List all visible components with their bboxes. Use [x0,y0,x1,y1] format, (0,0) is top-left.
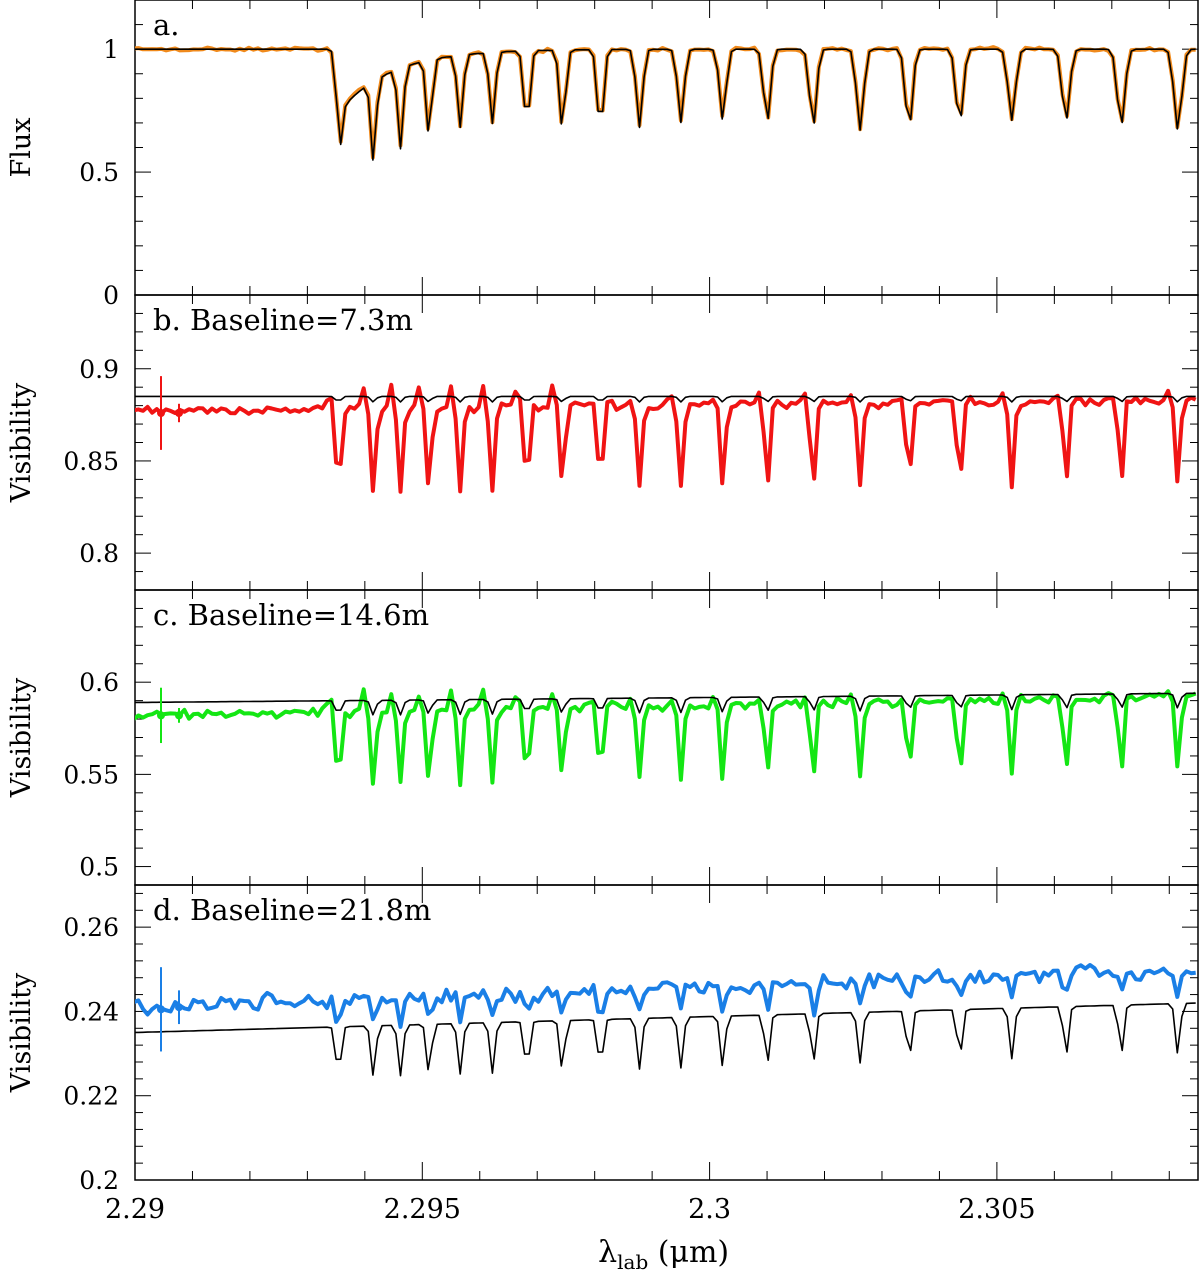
xtick-label: 2.295 [384,1194,461,1225]
xtick-label: 2.305 [958,1194,1035,1225]
panel-d-series-model [135,1002,1196,1077]
panel-a-series-observed [135,45,1196,160]
panel-b-series-observed [135,382,1197,494]
panel-a-ytick-label: 1 [103,35,119,64]
panel-c-label: c. Baseline=14.6m [153,598,429,632]
panel-b-ytick-label: 0.85 [63,447,119,476]
panel-b-series-model [135,395,1196,403]
xtick-label: 2.29 [105,1194,165,1225]
x-axis-label: λlab (μm) [598,1235,729,1274]
panel-b-ytick-label: 0.8 [79,539,119,568]
panel-a-ytick-label: 0.5 [79,158,119,187]
panel-a-frame [134,0,1199,296]
panel-d-ytick-label: 0.22 [63,1082,119,1111]
panel-c-frame [134,589,1199,886]
panel-c-ytick-label: 0.6 [79,668,119,697]
panel-c-error-point [175,711,183,720]
panel-a-label: a. [153,8,180,42]
panel-b-error-point [175,409,183,417]
panel-c-ylabel: Visibility [6,677,37,798]
panel-c-ytick-label: 0.55 [63,760,119,789]
panel-d-error-point [157,1005,165,1014]
panel-a-series-model [135,48,1196,161]
panel-b-ytick-label: 0.9 [79,355,119,384]
panel-a-ytick-label: 0 [103,281,119,310]
panel-c-ytick-label: 0.5 [79,853,119,882]
panel-b-ylabel: Visibility [6,382,37,503]
panel-d-ylabel: Visibility [6,972,37,1093]
panel-a-ylabel: Flux [6,118,37,178]
xtick-label: 2.3 [688,1194,731,1225]
panel-b-error-point [157,409,165,417]
panel-b-label: b. Baseline=7.3m [153,303,413,337]
panel-d-label: d. Baseline=21.8m [153,893,431,927]
panel-d-frame [134,884,1199,1181]
panel-d-ytick-label: 0.2 [79,1166,119,1195]
panel-d-error-point [175,1003,183,1012]
panel-d-series-observed [135,963,1196,1029]
panel-d-ytick-label: 0.26 [63,913,119,942]
panel-c-series-observed [135,687,1197,788]
panel-d-ytick-label: 0.24 [63,997,119,1026]
panel-c-series-model [135,692,1196,716]
panel-c-error-point [157,711,165,720]
panel-b-frame [134,294,1199,591]
